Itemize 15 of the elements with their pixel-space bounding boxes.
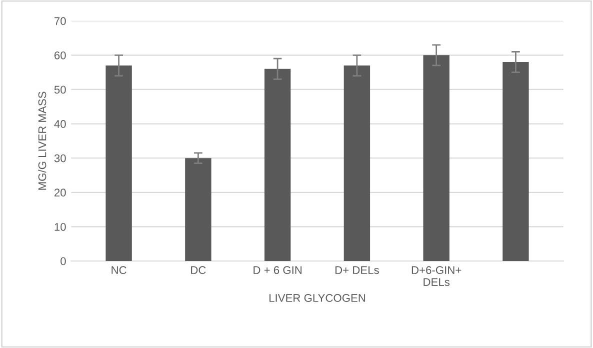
x-tick-label: NC (112, 266, 126, 274)
x-tick-label: DC (191, 266, 206, 274)
y-tick-label: 70 (54, 17, 66, 26)
x-axis-title: LIVER GLYCOGEN (269, 294, 366, 302)
x-tick-label: D+ DELs (335, 266, 379, 274)
y-tick-label: 0 (60, 257, 66, 266)
y-tick-label: 10 (54, 222, 66, 231)
y-tick-label: 60 (54, 51, 66, 60)
y-tick-label: 40 (54, 120, 66, 128)
x-tick-label: D + 6 GIN (254, 266, 302, 274)
y-tick-label: 20 (54, 188, 66, 197)
y-tick-label: 30 (54, 154, 66, 162)
x-tick-label: D+6-GIN+ DELs (412, 266, 462, 286)
y-axis-title: MG/G LIVER MASS (38, 92, 46, 190)
y-tick-label: 50 (54, 86, 66, 94)
